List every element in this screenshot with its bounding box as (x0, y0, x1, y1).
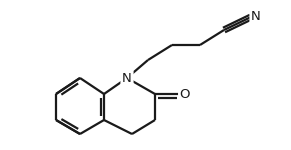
Text: N: N (251, 11, 261, 24)
Text: O: O (180, 87, 190, 100)
Text: N: N (122, 72, 132, 84)
